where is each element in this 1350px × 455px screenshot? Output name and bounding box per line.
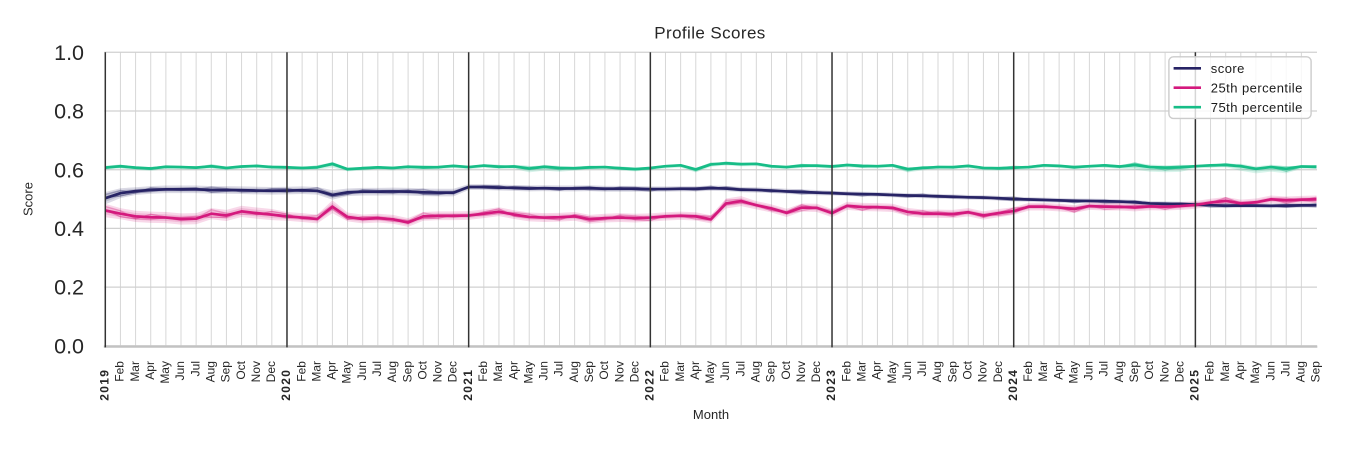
svg-text:Apr: Apr [688, 361, 702, 380]
svg-text:Oct: Oct [779, 360, 793, 379]
svg-text:Apr: Apr [506, 361, 520, 380]
svg-text:Sep: Sep [945, 361, 959, 383]
svg-text:2021: 2021 [461, 369, 475, 401]
svg-text:Mar: Mar [1036, 361, 1050, 382]
svg-text:Mar: Mar [855, 361, 869, 382]
svg-text:2020: 2020 [279, 369, 293, 401]
svg-text:May: May [340, 361, 354, 384]
svg-text:Jun: Jun [355, 361, 369, 380]
svg-text:Aug: Aug [385, 361, 399, 382]
svg-text:Sep: Sep [219, 361, 233, 383]
svg-text:0.4: 0.4 [54, 217, 84, 241]
svg-text:1.0: 1.0 [54, 41, 84, 65]
svg-text:Jul: Jul [370, 361, 384, 376]
svg-text:Oct: Oct [960, 360, 974, 379]
svg-text:Aug: Aug [1294, 361, 1308, 382]
svg-text:25th percentile: 25th percentile [1211, 80, 1303, 95]
svg-text:Nov: Nov [794, 361, 808, 382]
svg-text:Jun: Jun [1263, 361, 1277, 380]
svg-text:0.2: 0.2 [54, 276, 84, 300]
svg-text:0.0: 0.0 [54, 334, 84, 358]
svg-text:2022: 2022 [643, 369, 657, 401]
svg-text:Apr: Apr [1051, 361, 1065, 380]
svg-text:Aug: Aug [203, 361, 217, 382]
svg-text:Nov: Nov [249, 361, 263, 382]
svg-text:Jul: Jul [552, 361, 566, 376]
svg-text:Profile Scores: Profile Scores [654, 24, 765, 43]
svg-text:Mar: Mar [1218, 361, 1232, 382]
svg-text:Oct: Oct [415, 360, 429, 379]
svg-text:Mar: Mar [128, 361, 142, 382]
svg-text:Jun: Jun [1082, 361, 1096, 380]
svg-text:Apr: Apr [143, 361, 157, 380]
svg-text:Sep: Sep [582, 361, 596, 383]
svg-text:Feb: Feb [839, 361, 853, 382]
svg-text:Month: Month [693, 407, 729, 422]
svg-text:Mar: Mar [309, 361, 323, 382]
svg-text:Jul: Jul [1097, 361, 1111, 376]
svg-text:Feb: Feb [294, 361, 308, 382]
svg-text:Nov: Nov [431, 361, 445, 382]
svg-text:May: May [521, 361, 535, 384]
svg-text:Nov: Nov [1157, 361, 1171, 382]
svg-text:Jul: Jul [1278, 361, 1292, 376]
svg-text:0.6: 0.6 [54, 158, 84, 182]
svg-text:Apr: Apr [870, 361, 884, 380]
svg-text:Dec: Dec [1172, 361, 1186, 382]
svg-text:0.8: 0.8 [54, 100, 84, 124]
svg-text:2024: 2024 [1006, 369, 1020, 401]
svg-text:Oct: Oct [234, 360, 248, 379]
svg-text:Sep: Sep [1127, 361, 1141, 383]
svg-text:Dec: Dec [991, 361, 1005, 382]
svg-text:2023: 2023 [824, 369, 838, 401]
svg-text:Feb: Feb [1203, 361, 1217, 382]
svg-text:Jun: Jun [900, 361, 914, 380]
svg-text:Feb: Feb [476, 361, 490, 382]
svg-text:Jul: Jul [188, 361, 202, 376]
svg-text:Score: Score [21, 182, 36, 216]
svg-text:Aug: Aug [1112, 361, 1126, 382]
svg-text:Jul: Jul [733, 361, 747, 376]
svg-text:Aug: Aug [930, 361, 944, 382]
svg-text:Dec: Dec [264, 361, 278, 382]
svg-text:Nov: Nov [612, 361, 626, 382]
svg-text:May: May [1248, 361, 1262, 384]
svg-text:Mar: Mar [673, 361, 687, 382]
svg-text:Jun: Jun [537, 361, 551, 380]
svg-text:May: May [158, 361, 172, 384]
svg-text:Sep: Sep [1309, 361, 1323, 383]
svg-text:Jun: Jun [173, 361, 187, 380]
svg-text:Nov: Nov [976, 361, 990, 382]
svg-text:score: score [1211, 61, 1245, 76]
svg-text:Aug: Aug [567, 361, 581, 382]
svg-text:Mar: Mar [491, 361, 505, 382]
svg-text:Aug: Aug [749, 361, 763, 382]
svg-text:Dec: Dec [446, 361, 460, 382]
svg-text:Feb: Feb [658, 361, 672, 382]
svg-text:Sep: Sep [400, 361, 414, 383]
svg-text:Dec: Dec [809, 361, 823, 382]
svg-text:Dec: Dec [627, 361, 641, 382]
svg-text:Oct: Oct [1142, 360, 1156, 379]
svg-text:Apr: Apr [1233, 361, 1247, 380]
svg-text:2019: 2019 [98, 369, 112, 401]
svg-text:2025: 2025 [1188, 369, 1202, 401]
svg-text:May: May [703, 361, 717, 384]
svg-text:Jun: Jun [718, 361, 732, 380]
svg-text:Oct: Oct [597, 360, 611, 379]
svg-text:Feb: Feb [1021, 361, 1035, 382]
svg-text:May: May [1066, 361, 1080, 384]
svg-text:Jul: Jul [915, 361, 929, 376]
svg-text:Feb: Feb [113, 361, 127, 382]
svg-text:Sep: Sep [764, 361, 778, 383]
svg-text:75th percentile: 75th percentile [1211, 100, 1303, 115]
svg-text:May: May [885, 361, 899, 384]
svg-text:Apr: Apr [325, 361, 339, 380]
